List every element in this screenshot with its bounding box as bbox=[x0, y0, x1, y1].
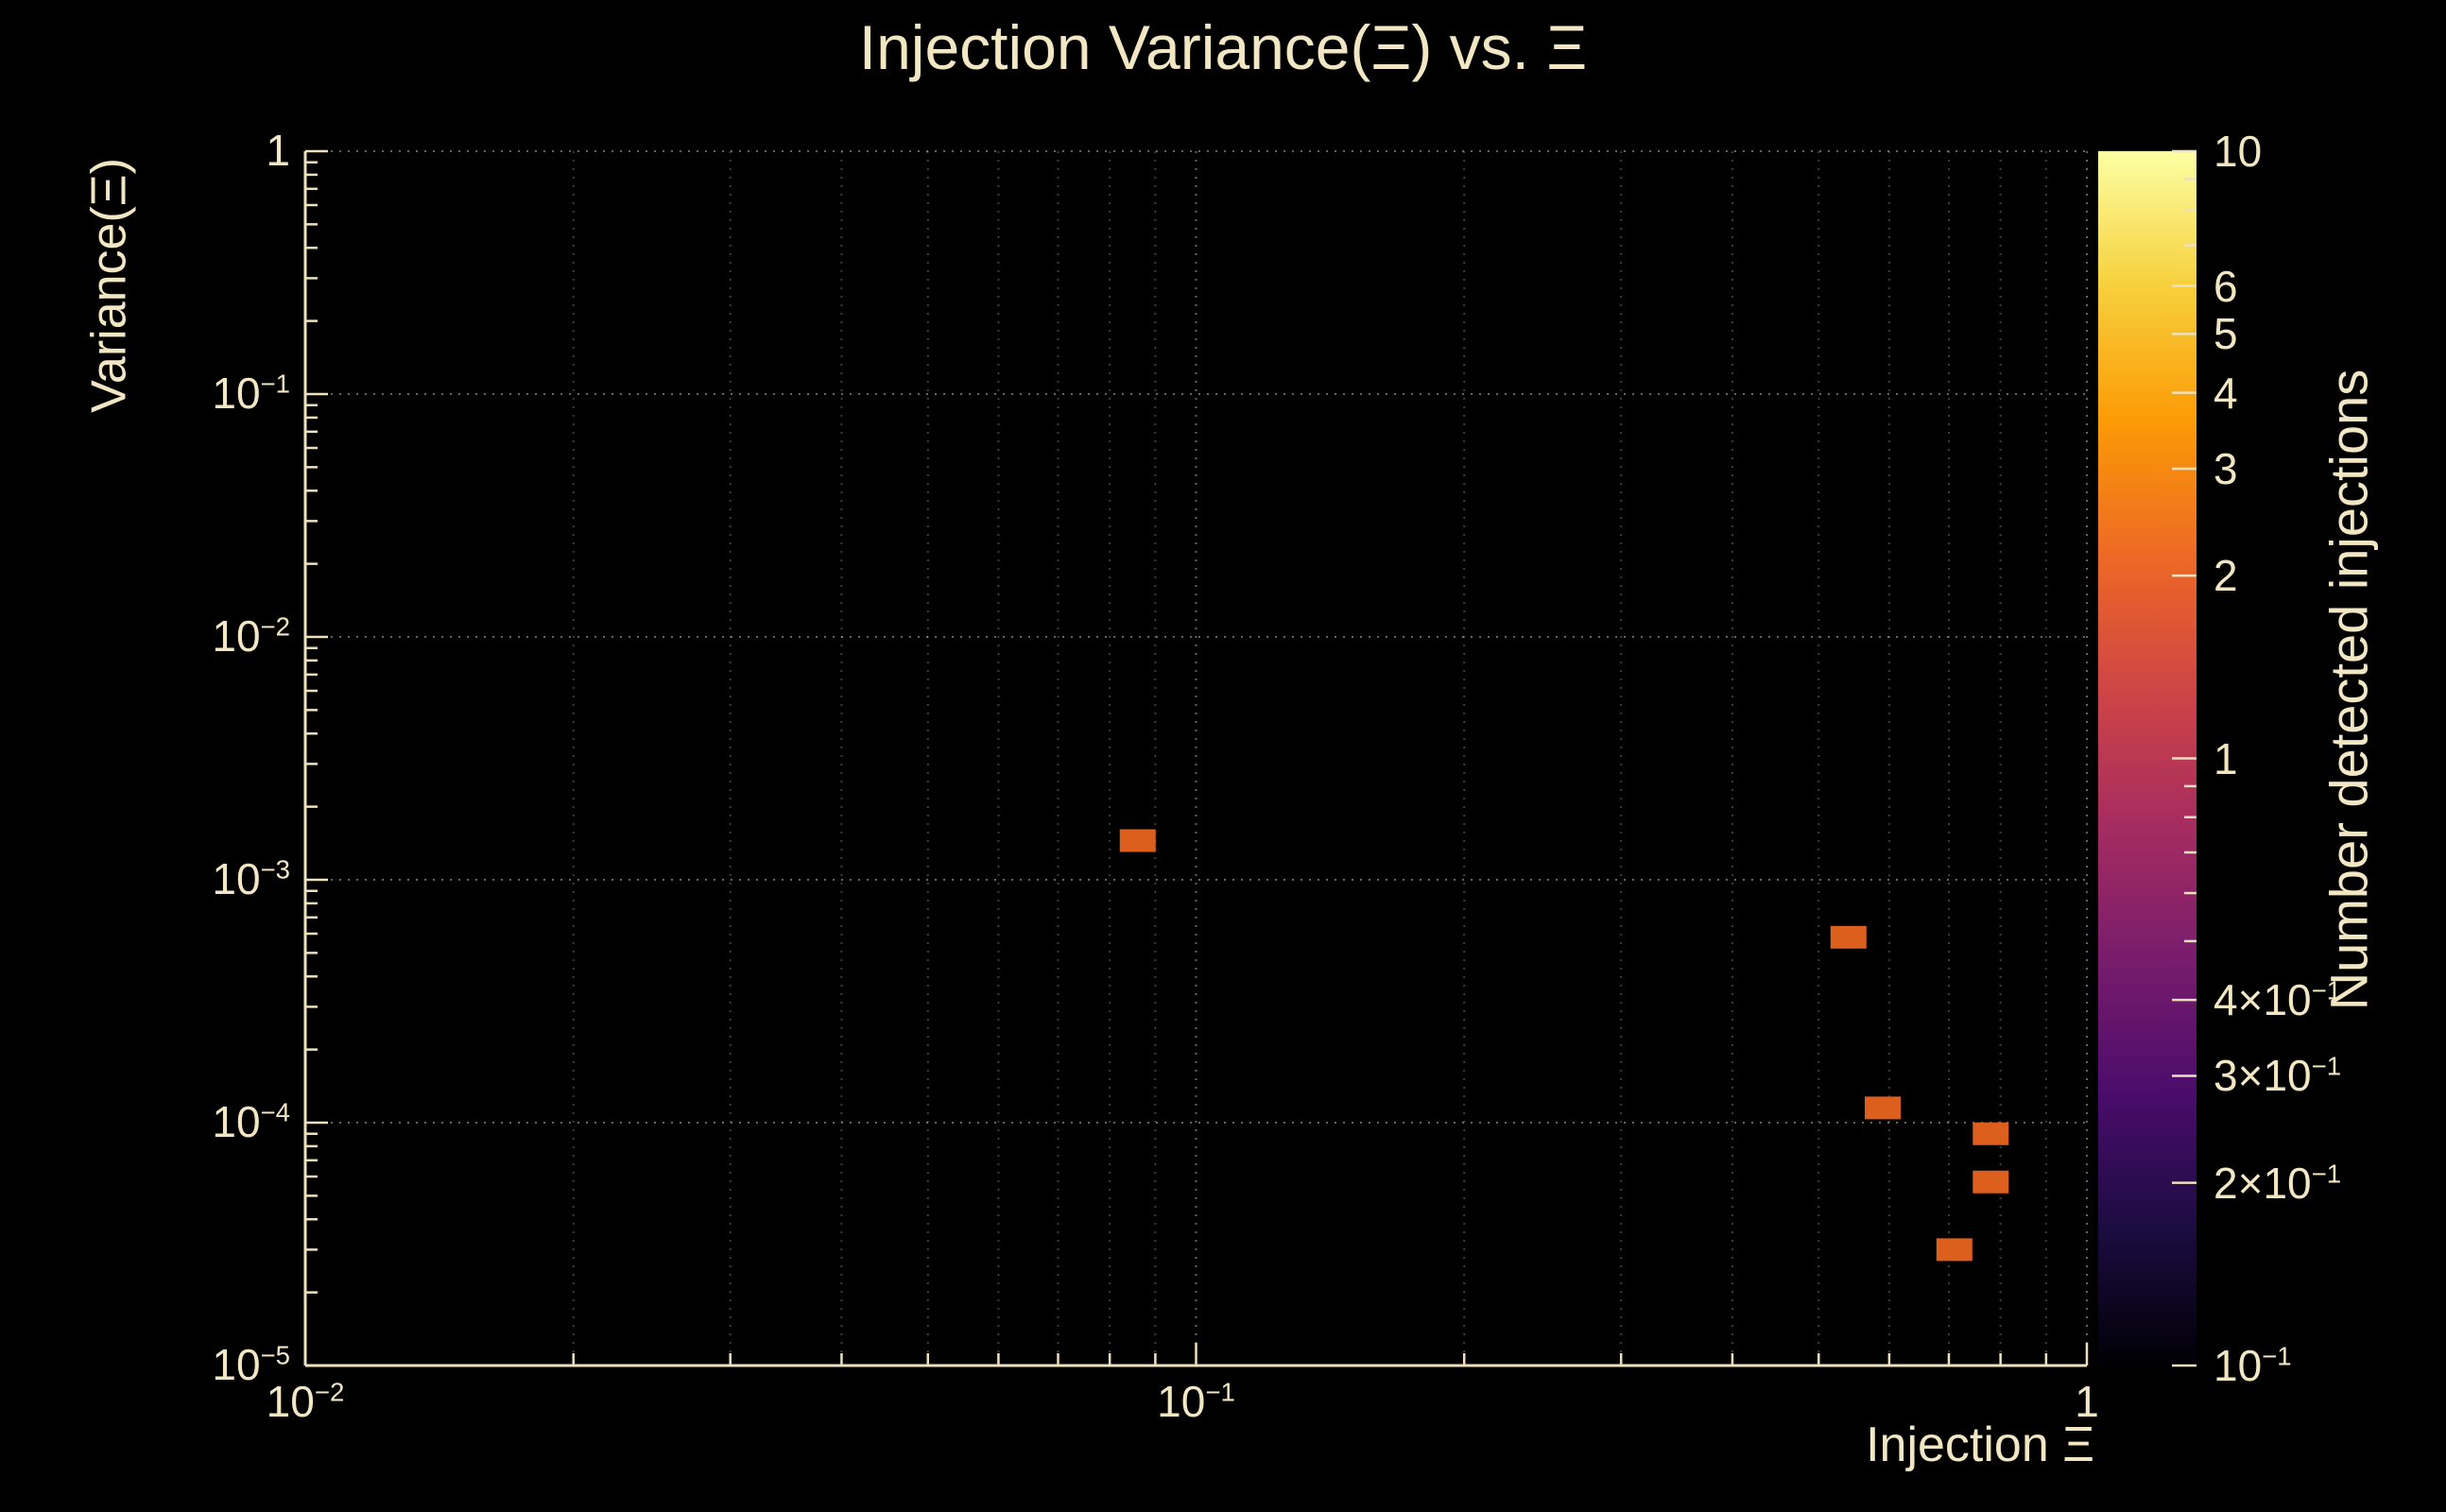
data-point-marker bbox=[1972, 1122, 2009, 1145]
data-point-marker bbox=[1936, 1238, 1972, 1262]
chart-title: Injection Variance(Ξ) vs. Ξ bbox=[858, 12, 1588, 82]
colorbar bbox=[2098, 149, 2196, 1367]
data-point-marker bbox=[1830, 925, 1867, 949]
x-axis-title: Injection Ξ bbox=[1866, 1418, 2094, 1472]
colorbar-title: Number detected injections bbox=[2318, 369, 2379, 1011]
data-point-marker bbox=[1972, 1170, 2009, 1194]
grid-layer bbox=[304, 150, 2088, 1366]
data-point-marker bbox=[1119, 829, 1156, 852]
data-point-marker bbox=[1865, 1096, 1902, 1120]
axes-layer bbox=[303, 149, 2089, 1367]
data-points-layer bbox=[1119, 829, 2009, 1262]
y-axis-title: Variance(Ξ) bbox=[81, 158, 137, 413]
